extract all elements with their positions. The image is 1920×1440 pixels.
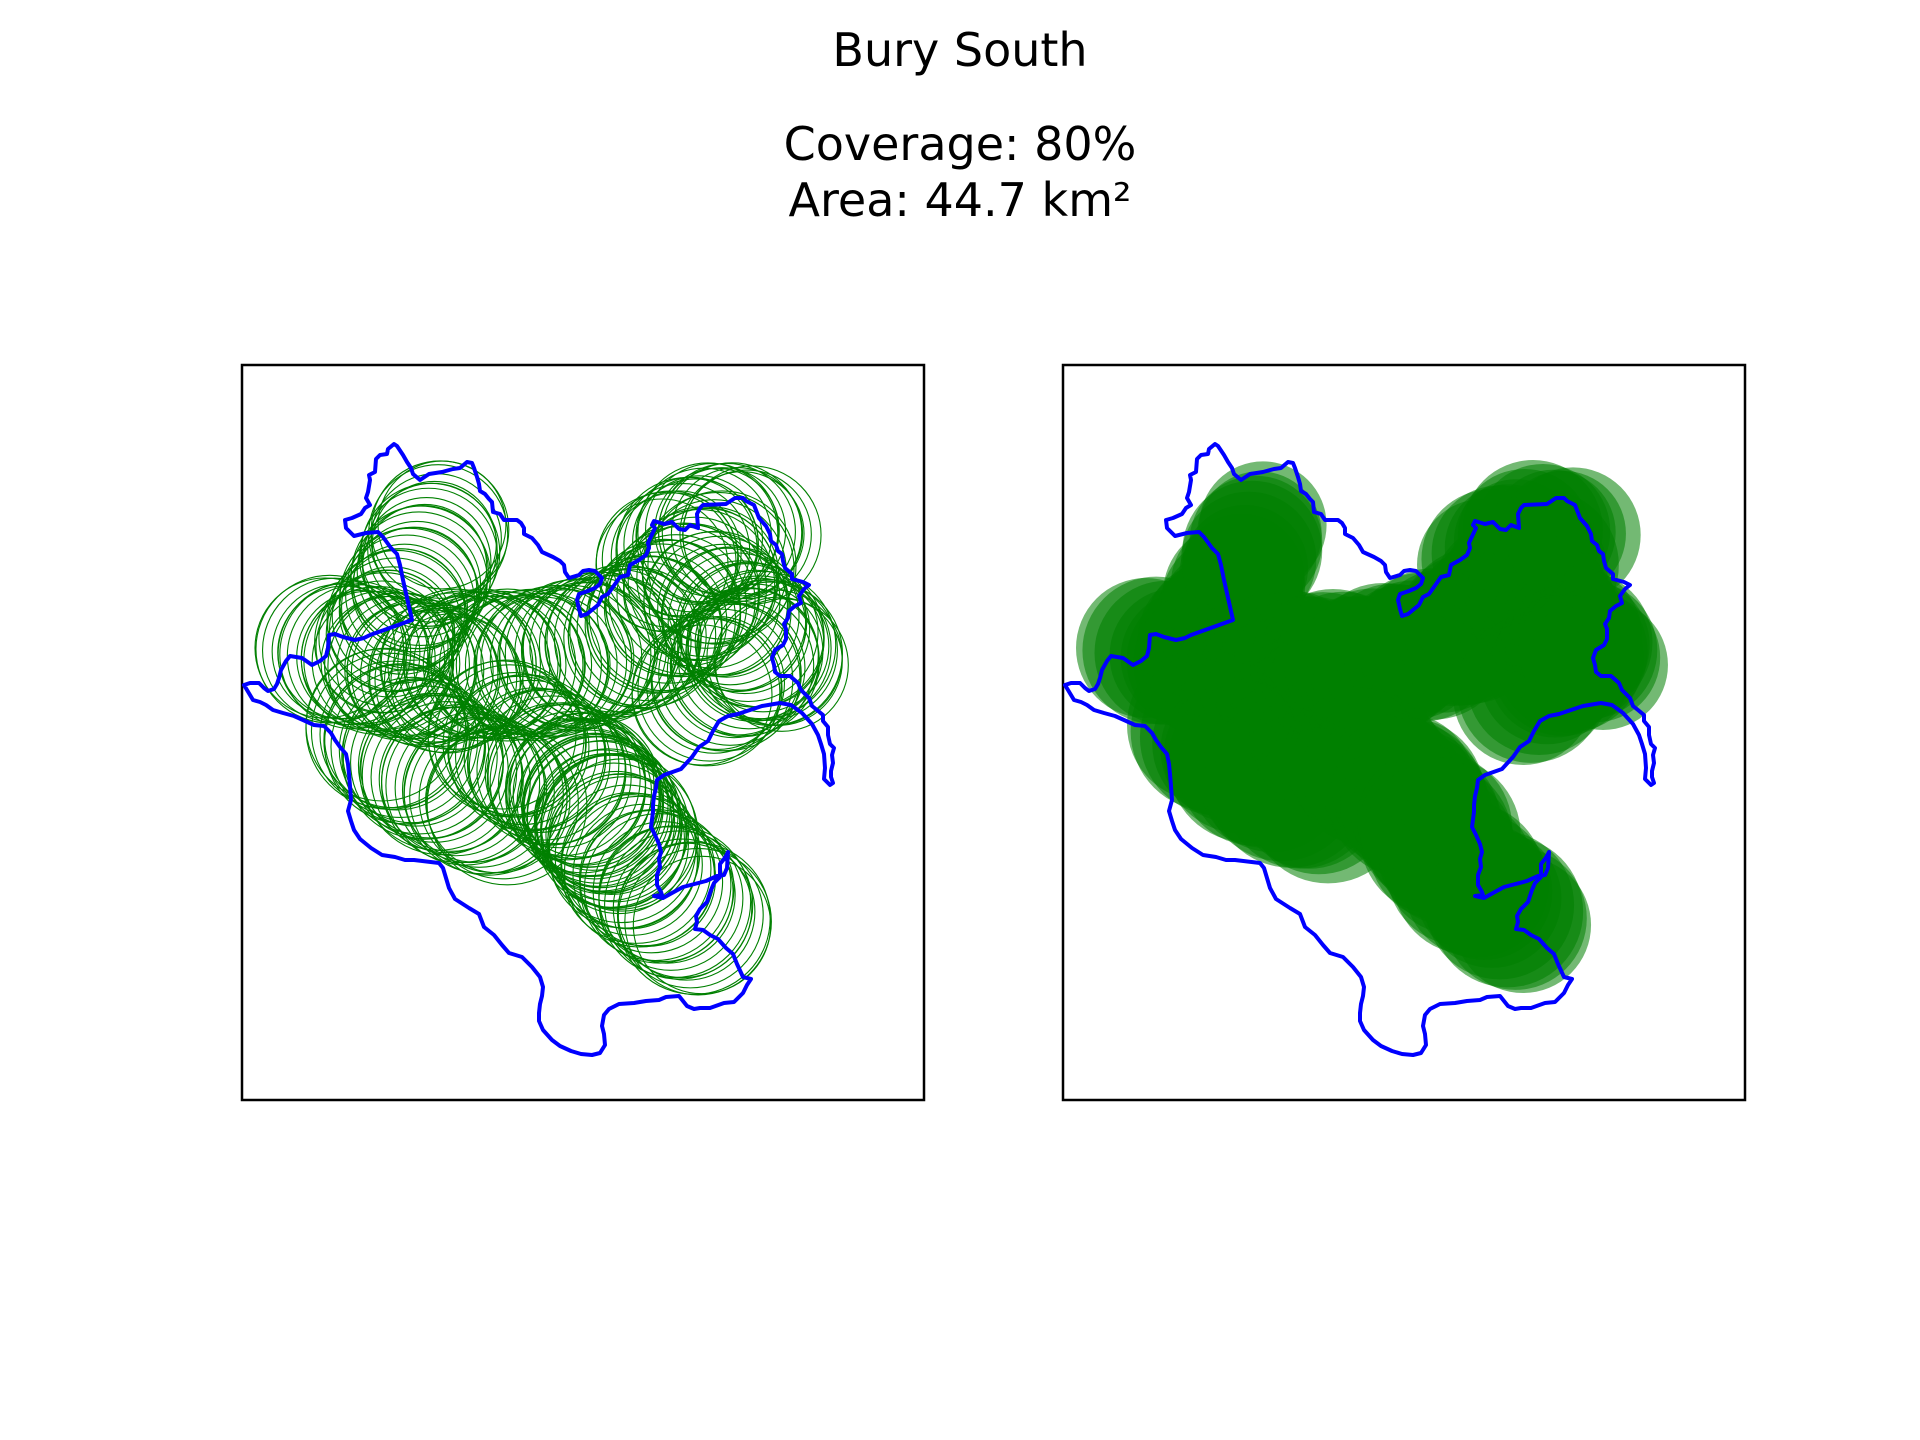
coverage-circle xyxy=(403,714,564,875)
coverage-circle xyxy=(587,551,728,692)
coverage-circle xyxy=(645,463,779,597)
coverage-circle xyxy=(624,847,772,996)
coverage-circle xyxy=(1199,461,1327,589)
coverage-circle xyxy=(685,588,819,722)
coverage-circle xyxy=(315,580,449,714)
coverage-circle xyxy=(658,602,802,746)
coverage-circle xyxy=(567,560,717,710)
map-panel-outline-circles xyxy=(240,363,926,1102)
coverage-circle xyxy=(356,505,489,638)
coverage-circle xyxy=(533,749,673,888)
coverage-circle xyxy=(467,689,611,833)
coverage-circle xyxy=(592,821,734,963)
page-title: Bury South xyxy=(832,23,1088,77)
coverage-circle xyxy=(401,717,548,863)
coverage-circle xyxy=(426,724,588,886)
coverage-circles xyxy=(254,460,849,996)
coverage-circle xyxy=(486,702,641,857)
coverage-circle xyxy=(254,577,396,719)
coverage-circle xyxy=(330,669,487,825)
coverage-circle xyxy=(394,712,546,864)
stats-block: Coverage: 80% Area: 44.7 km² xyxy=(0,116,1920,228)
coverage-circle xyxy=(666,603,802,739)
coverage-circle xyxy=(697,580,830,713)
coverage-circle xyxy=(687,570,837,720)
coverage-circle xyxy=(632,855,772,995)
coverage-circle xyxy=(338,676,486,824)
coverage-circle xyxy=(687,583,824,720)
coverage-circle xyxy=(425,728,571,874)
coverage-circle xyxy=(579,808,732,962)
coverage-circle xyxy=(520,727,660,868)
coverage-circle xyxy=(1516,578,1650,712)
coverage-circle xyxy=(669,592,815,738)
map-panel-filled-circles xyxy=(1061,363,1747,1102)
figure-header: Bury South Coverage: 80% Area: 44.7 km² xyxy=(0,18,1920,228)
coverage-label: Coverage: 80% xyxy=(783,117,1137,171)
coverage-circle xyxy=(631,617,781,767)
coverage-circle xyxy=(370,701,523,854)
coverage-circle xyxy=(319,660,468,809)
coverage-circle xyxy=(338,548,466,675)
constituency-boundary xyxy=(242,442,836,1057)
coverage-circle xyxy=(646,618,782,754)
coverage-circle xyxy=(604,830,754,980)
coverage-circle xyxy=(314,572,455,713)
coverage-circle xyxy=(546,564,700,718)
coverage-circle xyxy=(682,465,822,605)
coverage-circle xyxy=(405,588,559,742)
coverage-circle xyxy=(508,712,662,866)
coverage-circle xyxy=(713,596,843,726)
coverage-circle xyxy=(677,587,820,730)
constituency-boundary xyxy=(1063,442,1657,1057)
coverage-circle xyxy=(632,478,759,605)
panel-frame xyxy=(240,363,926,1102)
coverage-circle xyxy=(516,729,664,877)
coverage-circle xyxy=(715,598,849,732)
coverage-circle xyxy=(1454,856,1592,994)
coverage-circle xyxy=(667,552,808,693)
coverage-circle xyxy=(325,569,454,698)
coverage-circle xyxy=(442,672,587,816)
area-label: Area: 44.7 km² xyxy=(788,173,1132,227)
coverage-circle xyxy=(685,575,832,722)
coverage-circle xyxy=(561,794,703,936)
coverage-circle xyxy=(679,471,805,597)
coverage-circle xyxy=(367,482,498,614)
coverage-circle xyxy=(377,460,507,590)
coverage-circle xyxy=(255,574,405,724)
coverage-circle xyxy=(612,838,753,979)
coverage-circle xyxy=(523,736,671,884)
coverage-circle xyxy=(475,586,628,738)
